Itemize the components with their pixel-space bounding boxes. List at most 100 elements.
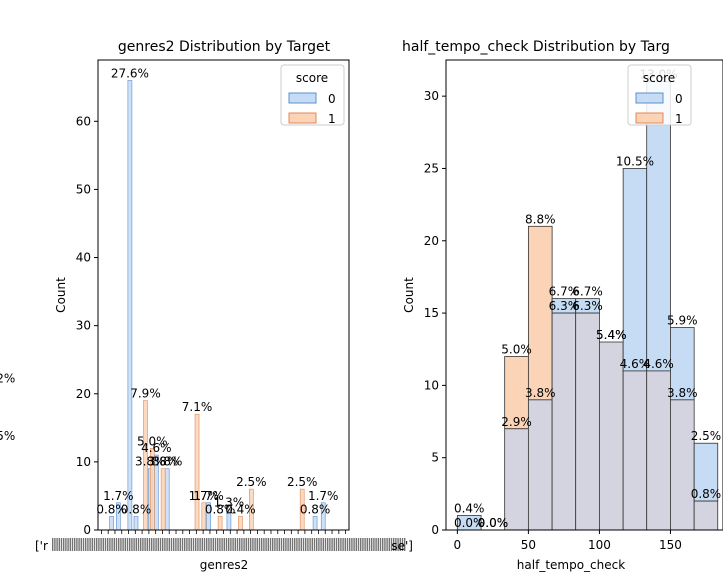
x-tick-label-glyph <box>291 538 294 551</box>
data-label-series-1: 8.8% <box>525 212 556 226</box>
data-label-series-0: 5.4% <box>596 328 627 342</box>
x-tick-label-glyph <box>342 538 344 551</box>
chart-title: half_tempo_check Distribution by Targ <box>402 39 670 55</box>
x-tick-label-glyph <box>393 538 395 551</box>
x-tick-label-glyph <box>265 538 267 551</box>
legend-label-0: 0 <box>328 92 336 106</box>
data-label-series-0: 10.5% <box>616 154 654 168</box>
x-tick-label-glyph <box>247 538 250 551</box>
x-tick-label-glyph <box>305 538 307 551</box>
x-tick-label-glyph <box>313 538 316 551</box>
data-labels: 0.4%0.0%0.0%0.0%2.9%5.0%3.8%8.8%6.7%6.3%… <box>0 68 721 530</box>
x-tick-label-glyph <box>206 538 208 551</box>
data-label-series-1: 2.5% <box>0 429 15 443</box>
data-labels: 27.6%1.7%0.8%0.8%3.8%4.6%3.8%1.7%1.3% 1.7… <box>96 66 338 516</box>
x-tick-label-glyph <box>109 538 111 551</box>
x-tick-label-glyph <box>144 538 146 551</box>
data-label: 3.8% <box>152 455 183 469</box>
x-tick-label-glyph <box>175 538 177 551</box>
data-label-series-1: 0.8% <box>691 487 722 501</box>
data-label: 0.8% <box>300 502 331 516</box>
x-axis-label: genres2 <box>200 558 249 572</box>
x-tick-label-glyph <box>140 538 142 551</box>
x-tick-label-glyph <box>111 538 113 551</box>
x-tick-label-glyph <box>122 538 124 551</box>
plot-frame <box>445 59 723 531</box>
x-tick-label-glyph <box>67 538 69 551</box>
x-tick-label-glyph <box>250 538 252 551</box>
x-tick-label-left: ['r <box>35 539 48 553</box>
x-tick-label-glyph <box>307 538 309 551</box>
data-label: 2.5% <box>287 475 318 489</box>
data-label: 7.9% <box>130 387 161 401</box>
x-tick-label-glyph <box>287 538 289 551</box>
x-tick-label-glyph <box>254 538 256 551</box>
x-tick-label-glyph <box>225 538 228 551</box>
data-label-series-1: 4.6% <box>620 357 651 371</box>
y-tick-label: 20 <box>76 387 91 401</box>
legend-label-0: 0 <box>675 92 683 106</box>
x-tick-label-glyph <box>318 538 320 551</box>
x-tick-label-glyph <box>360 538 362 551</box>
x-tick-label-glyph <box>331 538 333 551</box>
x-tick-label-glyph <box>371 538 373 551</box>
data-label-series-1: 0.0% <box>478 516 509 530</box>
x-tick-label-glyph <box>126 538 129 551</box>
data-label: 3.8% <box>148 455 179 469</box>
x-tick-label-glyph <box>188 538 190 551</box>
chart-genres2: genres2 Distribution by Target genres2 C… <box>35 39 413 572</box>
x-tick-label-glyph <box>157 538 159 551</box>
x-tick-label-glyph <box>296 538 298 551</box>
y-tick-label: 25 <box>424 161 439 175</box>
y-tick-label: 60 <box>76 114 91 128</box>
x-tick-label-glyph <box>223 538 225 551</box>
x-tick-label-glyph <box>177 538 179 551</box>
data-label-series-0: 5.9% <box>667 314 698 328</box>
x-tick-label-glyph <box>327 538 329 551</box>
x-tick-label-glyph <box>153 538 155 551</box>
data-label: 0.8% <box>121 502 152 516</box>
data-label: 1.7% <box>189 489 220 503</box>
x-tick-label-glyph <box>322 538 324 551</box>
x-tick-label-glyph <box>362 538 364 551</box>
bar-overlap <box>693 500 719 531</box>
x-tick-label-glyph <box>100 538 102 551</box>
x-tick-label-glyph <box>397 538 399 551</box>
bar-series-1 <box>238 516 243 531</box>
x-tick-label-glyph <box>54 538 56 551</box>
x-tick-label-glyph <box>300 538 302 551</box>
data-label: 1.7% <box>308 489 339 503</box>
x-tick-label-glyph <box>179 538 181 551</box>
x-tick-label-glyph <box>382 538 384 551</box>
data-label: 5.0% <box>137 434 168 448</box>
x-tick-label: 100 <box>588 538 611 552</box>
x-tick-label-glyph <box>78 538 80 551</box>
x-tick-label-glyph <box>91 538 93 551</box>
y-tick-label: 50 <box>76 182 91 196</box>
x-tick-label-glyph <box>186 538 188 551</box>
x-tick-label-glyph <box>107 538 109 551</box>
data-label: 1.7% <box>193 489 224 503</box>
data-label-series-0: 3.8% <box>525 386 556 400</box>
x-tick-label-glyph <box>364 538 366 551</box>
x-tick-label-glyph <box>195 538 197 551</box>
x-tick-label-glyph <box>159 538 162 551</box>
x-tick-label-glyph <box>71 538 74 551</box>
x-tick-label-glyph <box>181 538 184 551</box>
bar-series-1 <box>194 413 200 531</box>
x-tick-label-glyph <box>124 538 126 551</box>
x-tick-label-glyph <box>104 538 107 551</box>
x-tick-label-glyph <box>384 538 386 551</box>
y-tick-label: 40 <box>76 251 91 265</box>
x-tick-label-glyph <box>199 538 201 551</box>
x-tick-label-glyph <box>386 538 388 551</box>
x-tick-label-glyph <box>373 538 375 551</box>
bar-series-0 <box>312 516 318 531</box>
x-tick-label-glyph <box>98 538 100 551</box>
x-tick-label-glyph <box>210 538 212 551</box>
bars-group <box>456 81 719 531</box>
x-tick-label-glyph <box>203 538 206 551</box>
x-tick-label-glyph <box>298 538 300 551</box>
